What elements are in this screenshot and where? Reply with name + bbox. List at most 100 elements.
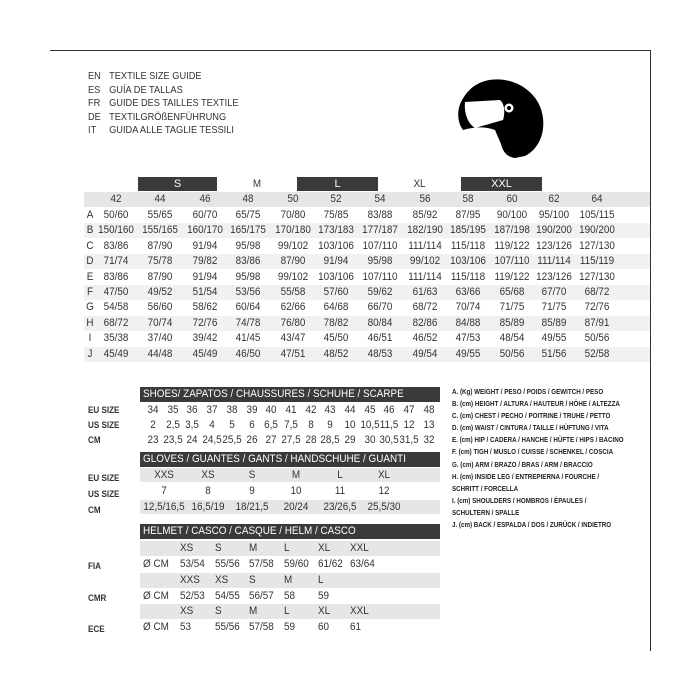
table-cell: 155/165 — [142, 224, 178, 237]
shoes-header: SHOES/ ZAPATOS / CHAUSSURES / SCHUHE / S… — [140, 387, 440, 402]
table-cell: 107/110 — [362, 270, 398, 283]
table-cell: 45/49 — [192, 347, 218, 360]
shoe-cell: 2,5 — [165, 419, 180, 431]
table-cell: 170/180 — [275, 224, 311, 237]
table-cell: 111/114 — [537, 255, 571, 268]
shoe-cell: 10,5 — [360, 419, 380, 431]
table-cell: 51/56 — [541, 347, 567, 360]
table-cell: 65/75 — [235, 209, 261, 221]
row-key: C — [86, 239, 94, 252]
size-band — [140, 541, 440, 556]
shoe-cell: 13 — [423, 419, 435, 431]
table-cell: 71/75 — [499, 301, 525, 314]
language-code: EN — [88, 70, 101, 82]
shoes-title: SHOES/ ZAPATOS / CHAUSSURES / SCHUHE / S… — [143, 388, 404, 400]
size-number: 50 — [287, 193, 299, 205]
table-cell: 115/118 — [450, 270, 486, 283]
table-cell: 105/115 — [579, 209, 615, 221]
table-cell: 50/60 — [103, 209, 129, 221]
table-cell: 52/58 — [584, 347, 610, 360]
table-cell: 61/63 — [412, 286, 438, 298]
shoe-cell: 26 — [245, 434, 258, 446]
table-cell: 177/187 — [362, 224, 398, 237]
size-number: 42 — [110, 193, 122, 205]
table-cell: 48/54 — [499, 332, 525, 345]
table-cell: 75/85 — [323, 209, 349, 221]
shoe-cell: 38 — [226, 404, 238, 416]
shoe-cell: 23,5 — [163, 434, 183, 446]
shoe-cell: 12 — [403, 419, 415, 431]
table-cell: 99/102 — [277, 239, 309, 252]
shoe-cell: 34 — [147, 404, 159, 416]
row-stripe — [84, 223, 650, 239]
gloves-title: GLOVES / GUANTES / GANTS / HANDSCHUHE / … — [143, 453, 406, 465]
size-band — [140, 572, 440, 588]
table-cell: 165/175 — [230, 224, 266, 237]
size-group-S: S — [138, 177, 217, 191]
size-number: 48 — [242, 193, 254, 205]
table-cell: 83/86 — [103, 270, 129, 283]
standard-label: CMR — [88, 592, 107, 604]
glove-cell: 7 — [161, 485, 167, 497]
shoe-cell: 29 — [344, 434, 356, 446]
helmet-value: 61 — [350, 621, 362, 633]
table-cell: 74/78 — [235, 316, 261, 329]
table-cell: 45/49 — [103, 347, 129, 360]
title-text: GUIDE DES TAILLES TEXTILE — [109, 97, 239, 110]
size-band — [140, 604, 440, 619]
shoe-cell: 32 — [423, 434, 435, 446]
row-stripe — [84, 254, 650, 270]
table-cell: 123/126 — [536, 239, 572, 252]
table-cell: 39/42 — [192, 332, 218, 345]
table-cell: 47/50 — [103, 286, 129, 298]
glove-cell: 20/24 — [283, 501, 309, 513]
table-cell: 55/58 — [280, 286, 306, 298]
glove-cell: 8 — [205, 485, 211, 497]
helmet-value: 59 — [284, 621, 296, 633]
legend-line: I. (cm) SHOULDERS / HOMBROS / ÉPAULES / — [452, 495, 587, 505]
table-cell: 70/74 — [455, 301, 481, 314]
table-cell: 57/60 — [323, 286, 349, 298]
shoe-cell: 24 — [186, 434, 198, 446]
legend-line: D. (cm) WAIST / CINTURA / TAILLE / HÜFTU… — [452, 423, 609, 433]
helmet-header: HELMET / CASCO / CASQUE / HELM / CASCO — [140, 524, 440, 539]
shoe-cell: 7,5 — [284, 419, 298, 431]
table-cell: 68/72 — [584, 286, 610, 298]
row-band — [140, 500, 440, 514]
table-cell: 91/94 — [192, 270, 218, 283]
row-key: F — [86, 286, 94, 298]
shoe-cell: 30,5 — [379, 434, 400, 446]
table-cell: 63/66 — [455, 286, 481, 298]
helmet-size: S — [215, 605, 222, 617]
helmet-size: XXL — [350, 605, 369, 617]
helmet-value: 57/58 — [249, 558, 274, 570]
table-cell: 119/122 — [494, 239, 530, 252]
shoe-cell: 31,5 — [399, 434, 419, 446]
legend-line: G. (cm) ARM / BRAZO / BRAS / ARM / BRACC… — [452, 459, 593, 469]
title-text: GUÍA DE TALLAS — [109, 83, 183, 96]
helmet-value: 56/57 — [249, 589, 274, 602]
shoe-cell: 25,5 — [222, 434, 242, 446]
table-cell: 111/114 — [408, 239, 442, 252]
legend-line: J. (cm) BACK / ESPALDA / DOS / ZURÜCK / … — [452, 520, 612, 530]
shoe-cell: 8 — [307, 419, 314, 431]
table-cell: 127/130 — [579, 239, 615, 252]
table-cell: 79/82 — [192, 255, 218, 268]
table-cell: 75/78 — [147, 255, 173, 268]
table-cell: 68/72 — [412, 301, 438, 314]
right-border — [650, 50, 651, 651]
row-key: E — [86, 270, 94, 283]
glove-cell: 12,5/16,5 — [143, 501, 185, 513]
table-cell: 103/106 — [450, 255, 486, 268]
helmet-size: XL — [318, 605, 331, 617]
table-cell: 103/106 — [318, 270, 354, 283]
helmet-value: 59/60 — [284, 558, 309, 570]
table-cell: 37/40 — [147, 332, 173, 345]
helmet-size: XS — [180, 605, 194, 617]
table-cell: 71/74 — [103, 255, 129, 268]
table-cell: 127/130 — [579, 270, 615, 283]
table-cell: 68/72 — [103, 316, 129, 329]
table-cell: 60/70 — [192, 209, 218, 221]
glove-cell: 16,5/19 — [191, 501, 225, 513]
shoe-cell: 40 — [265, 404, 277, 416]
